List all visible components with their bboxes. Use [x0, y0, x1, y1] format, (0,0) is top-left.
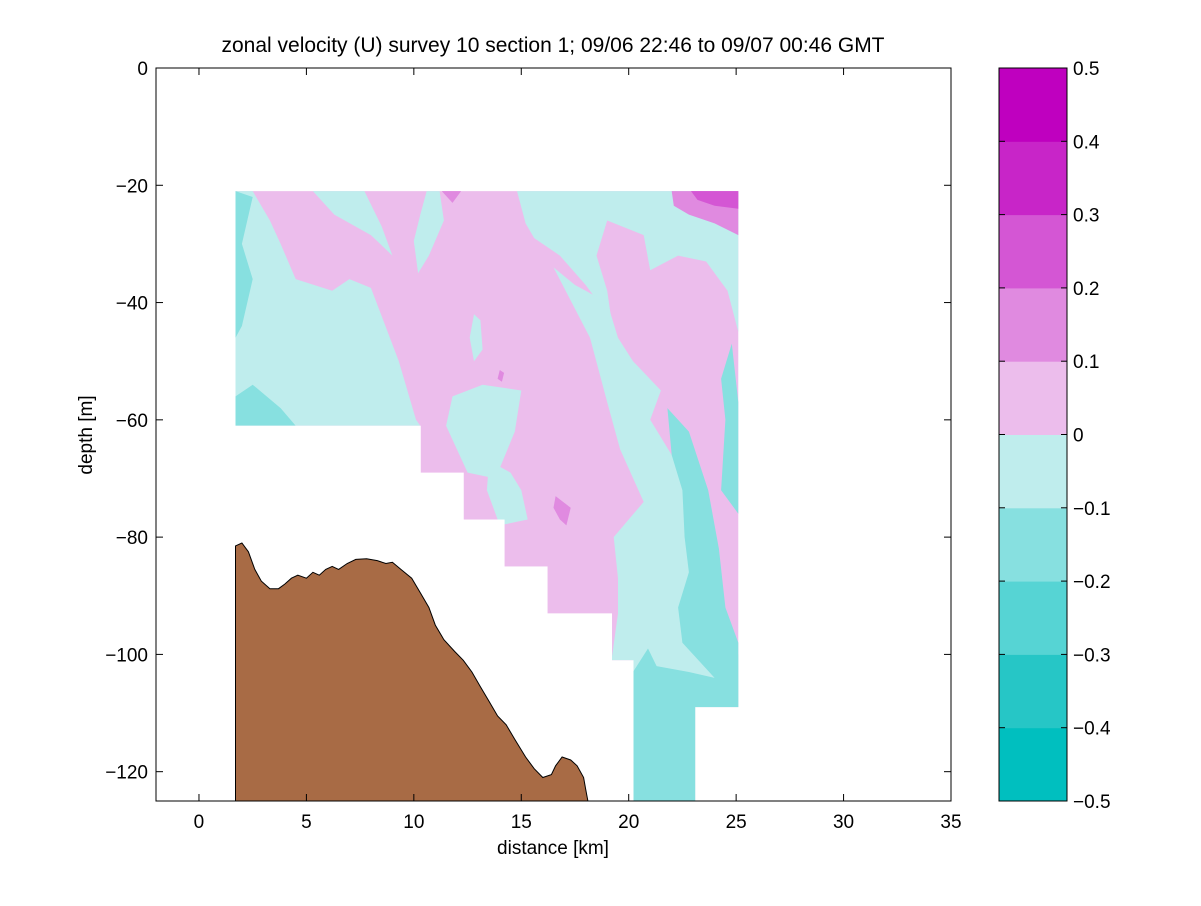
x-axis-label: distance [km] [497, 838, 609, 859]
contour-region [235, 384, 296, 426]
colorbar-tick-label: −0.4 [1073, 719, 1111, 740]
contour-region [553, 267, 739, 801]
colorbar-band [999, 68, 1067, 142]
contour-region [235, 191, 253, 338]
colorbar-tick-label: 0 [1073, 426, 1084, 447]
contour-fill-layer [235, 191, 739, 801]
colorbar-tick-label: −0.2 [1073, 572, 1111, 593]
colorbar-band [999, 654, 1067, 729]
colorbar-tick-label: 0.2 [1073, 279, 1099, 300]
colorbar-band [999, 287, 1067, 362]
y-tick-label: −20 [116, 176, 148, 197]
no-data-mask [611, 660, 634, 801]
x-tick-label: 5 [301, 812, 312, 833]
colorbar-tick-label: −0.1 [1073, 499, 1111, 520]
contour-region [413, 191, 444, 274]
colorbar-band [999, 141, 1067, 216]
contour-region [553, 496, 571, 526]
x-tick-label: 15 [511, 812, 532, 833]
contour-region [721, 343, 739, 514]
y-tick-label: −60 [116, 411, 148, 432]
no-data-mask [695, 707, 739, 801]
x-tick-label: 25 [726, 812, 747, 833]
y-tick-label: −100 [105, 645, 148, 666]
x-tick-label: 10 [403, 812, 424, 833]
colorbar: 0.5 0.4 0.3 0.2 0.1 0 −0.1 −0.2 −0.3 −0.4 −0.5 [998, 59, 1111, 813]
y-axis-label: depth [m] [76, 395, 97, 474]
x-tick-label: 0 [194, 812, 205, 833]
colorbar-band [999, 581, 1067, 655]
colorbar-tick-label: 0.1 [1073, 352, 1099, 373]
colorbar-band [999, 434, 1067, 509]
colorbar-tick-label: −0.3 [1073, 645, 1111, 666]
contour-region [469, 314, 483, 362]
seafloor-bathymetry [235, 542, 589, 801]
contour-region [691, 191, 739, 209]
colorbar-band [999, 507, 1067, 582]
contour-region [446, 384, 522, 479]
contour-region [486, 460, 528, 526]
colorbar-tick-label: 0.5 [1073, 59, 1099, 80]
y-axis: 0 −20 −40 −60 −80 −100 −120 [105, 59, 951, 784]
y-tick-label: 0 [137, 59, 148, 80]
y-tick-label: −40 [116, 294, 148, 315]
plot-frame [155, 67, 952, 802]
contour-region [633, 408, 739, 801]
y-tick-label: −80 [116, 528, 148, 549]
contour-region [312, 191, 393, 256]
x-tick-label: 35 [940, 812, 961, 833]
x-tick-label: 30 [833, 812, 854, 833]
y-tick-label: −120 [105, 763, 148, 784]
x-axis: 0 5 10 15 20 25 30 35 [194, 68, 962, 833]
contour-region [497, 370, 505, 382]
colorbar-tick-label: −0.5 [1073, 792, 1111, 813]
colorbar-band [999, 727, 1067, 802]
contour-region [441, 191, 462, 203]
contour-region [235, 191, 421, 426]
bathymetry-layer [235, 542, 589, 801]
colorbar-band [999, 214, 1067, 289]
x-tick-label: 20 [618, 812, 639, 833]
contour-region [517, 191, 739, 332]
colorbar-tick-label: 0.3 [1073, 206, 1099, 227]
colorbar-band [999, 361, 1067, 435]
chart-title: zonal velocity (U) survey 10 section 1; … [221, 34, 884, 57]
contour-region [637, 531, 674, 626]
colorbar-tick-label: 0.4 [1073, 132, 1100, 153]
